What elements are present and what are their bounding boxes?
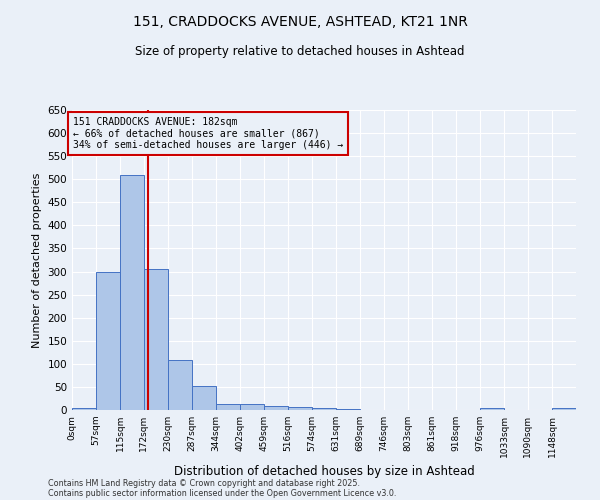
Bar xyxy=(552,408,576,410)
Bar xyxy=(216,404,240,410)
Bar xyxy=(480,408,504,410)
Bar xyxy=(336,409,360,410)
Bar xyxy=(96,272,119,410)
Bar xyxy=(168,360,192,410)
Bar xyxy=(312,408,336,410)
Text: 151, CRADDOCKS AVENUE, ASHTEAD, KT21 1NR: 151, CRADDOCKS AVENUE, ASHTEAD, KT21 1NR xyxy=(133,15,467,29)
Bar xyxy=(240,404,264,410)
Text: Contains HM Land Registry data © Crown copyright and database right 2025.: Contains HM Land Registry data © Crown c… xyxy=(48,478,360,488)
Bar xyxy=(120,174,144,410)
Y-axis label: Number of detached properties: Number of detached properties xyxy=(32,172,42,348)
X-axis label: Distribution of detached houses by size in Ashtead: Distribution of detached houses by size … xyxy=(173,466,475,478)
Bar xyxy=(144,269,168,410)
Bar xyxy=(192,386,216,410)
Bar xyxy=(72,408,96,410)
Text: Size of property relative to detached houses in Ashtead: Size of property relative to detached ho… xyxy=(135,45,465,58)
Text: Contains public sector information licensed under the Open Government Licence v3: Contains public sector information licen… xyxy=(48,488,397,498)
Bar xyxy=(264,406,288,410)
Bar xyxy=(288,407,311,410)
Text: 151 CRADDOCKS AVENUE: 182sqm
← 66% of detached houses are smaller (867)
34% of s: 151 CRADDOCKS AVENUE: 182sqm ← 66% of de… xyxy=(73,117,343,150)
